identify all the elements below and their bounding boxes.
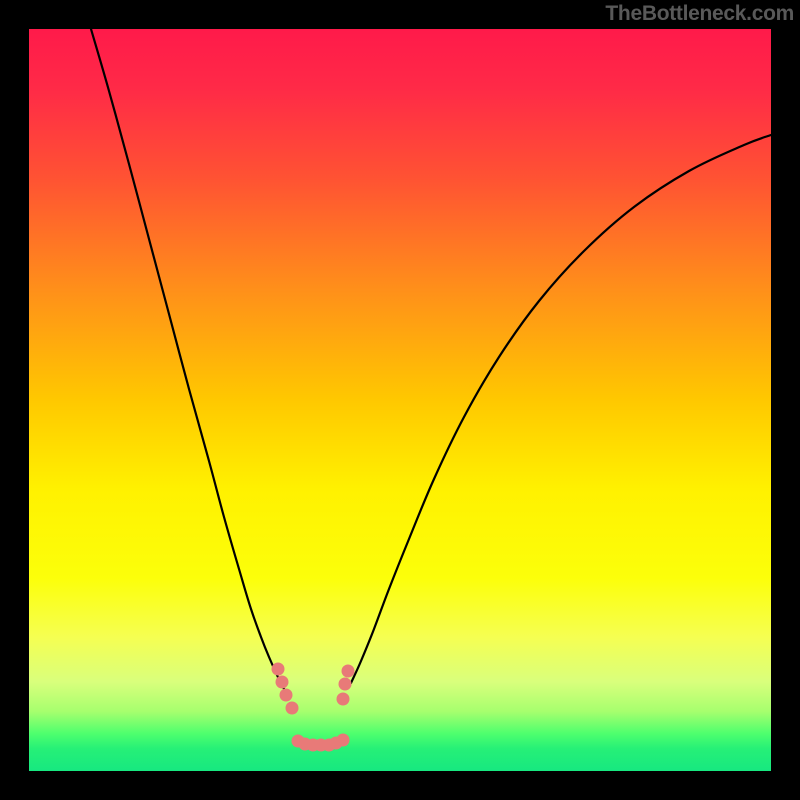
gradient-background (29, 29, 771, 771)
marker-left (286, 702, 299, 715)
marker-right (337, 693, 350, 706)
marker-right (342, 665, 355, 678)
marker-left (280, 689, 293, 702)
marker-bottom (337, 734, 350, 747)
marker-left (272, 663, 285, 676)
chart-svg (29, 29, 771, 771)
attribution-text: TheBottleneck.com (605, 2, 794, 26)
plot-area (29, 29, 771, 771)
chart-frame: TheBottleneck.com (0, 0, 800, 800)
marker-left (276, 676, 289, 689)
marker-right (339, 678, 352, 691)
